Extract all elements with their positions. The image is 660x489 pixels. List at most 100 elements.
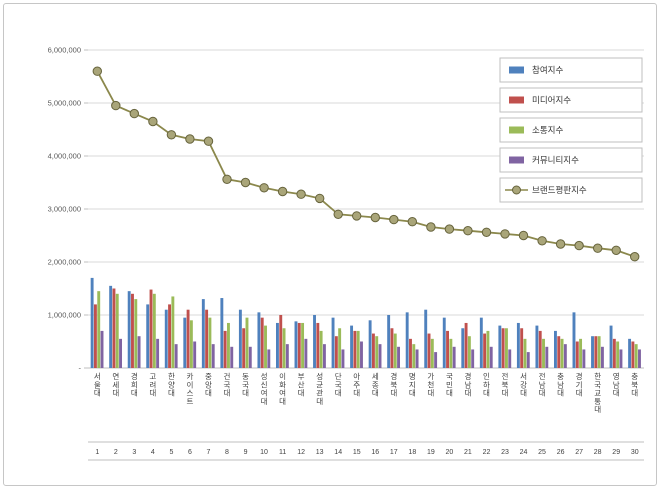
bar-series-3 [338, 328, 342, 368]
bar-series-3 [579, 338, 583, 368]
bar-series-1 [554, 330, 557, 368]
rank-label: 4 [151, 449, 155, 456]
bar-series-2 [483, 333, 487, 368]
brand-index-marker [111, 100, 121, 111]
bar-series-1 [516, 322, 520, 368]
bar-series-1 [368, 320, 372, 368]
brand-index-marker [333, 209, 343, 220]
bar-series-4 [137, 336, 141, 368]
bar-series-4 [452, 346, 456, 368]
rank-label: 6 [188, 449, 192, 456]
bar-series-1 [424, 309, 428, 368]
brand-index-marker [92, 66, 103, 76]
bar-series-3 [597, 336, 601, 368]
brand-index-marker [370, 212, 380, 223]
bar-series-2 [149, 289, 153, 368]
bar-series-2 [501, 328, 505, 368]
bar-series-2 [409, 338, 412, 368]
bar-series-4 [508, 349, 512, 368]
bar-series-4 [119, 338, 122, 368]
bar-series-3 [375, 336, 379, 368]
bar-series-4 [230, 346, 234, 368]
y-tick-label: - [79, 364, 82, 373]
bar-series-1 [535, 325, 539, 368]
bar-series-1 [387, 315, 391, 368]
bar-series-3 [115, 293, 119, 368]
bar-series-4 [397, 346, 400, 368]
bar-series-4 [174, 344, 178, 368]
bar-series-2 [520, 328, 524, 368]
bar-series-3 [282, 328, 286, 368]
rank-label: 8 [225, 449, 229, 456]
bar-series-3 [634, 344, 638, 368]
rank-label: 15 [353, 449, 361, 456]
bar-series-4 [211, 344, 215, 368]
bar-series-4 [471, 349, 475, 368]
bar-series-4 [304, 338, 308, 368]
bar-series-2 [223, 330, 227, 368]
legend-line-marker-dot [512, 185, 521, 195]
y-tick-label: 5,000,000 [48, 99, 81, 108]
rank-label: 18 [408, 449, 416, 456]
bar-series-4 [526, 352, 530, 368]
rank-label: 27 [575, 449, 583, 456]
chart-svg: 6,000,000 5,000,000 4,000,000 3,000,000 2,00… [48, 46, 644, 461]
brand-index-marker [518, 230, 529, 241]
brand-index-marker [630, 252, 640, 262]
brand-index-marker [389, 214, 399, 225]
bar-series-3 [245, 317, 249, 368]
bar-series-1 [609, 325, 613, 368]
bar-series-2 [260, 317, 264, 368]
bar-series-2 [242, 328, 246, 368]
rank-label: 2 [114, 449, 118, 456]
brand-index-marker [129, 108, 140, 119]
bar-series-3 [208, 317, 212, 368]
bar-series-3 [505, 328, 508, 368]
rank-label: 10 [260, 449, 268, 456]
brand-index-marker [481, 227, 492, 238]
bar-series-3 [152, 293, 156, 368]
bar-series-1 [164, 309, 168, 368]
rank-label: 30 [631, 449, 639, 456]
bar-series-1 [238, 309, 242, 368]
bar-series-3 [264, 325, 267, 368]
y-tick-label: 2,000,000 [48, 258, 81, 267]
bar-series-1 [350, 325, 354, 368]
bar-series-3 [134, 299, 138, 368]
bar-series-4 [100, 330, 104, 368]
bar-series-1 [127, 291, 131, 368]
brand-index-marker [407, 217, 417, 227]
brand-index-marker [185, 134, 195, 144]
rank-label: 25 [538, 449, 546, 456]
bar-series-2 [186, 309, 190, 368]
bar-series-4 [156, 338, 160, 368]
brand-index-marker [277, 186, 288, 197]
bar-series-4 [545, 346, 549, 368]
bar-series-1 [442, 317, 446, 368]
legend-label: 브랜드평판지수 [532, 185, 587, 195]
bar-series-2 [279, 315, 283, 368]
bar-series-1 [146, 304, 150, 368]
bar-series-4 [360, 341, 363, 368]
bar-series-1 [628, 338, 632, 368]
bar-series-4 [248, 346, 252, 368]
brand-index-marker [315, 193, 325, 204]
bar-series-1 [479, 317, 483, 368]
bar-series-1 [313, 315, 316, 368]
rank-label: 16 [371, 449, 379, 456]
